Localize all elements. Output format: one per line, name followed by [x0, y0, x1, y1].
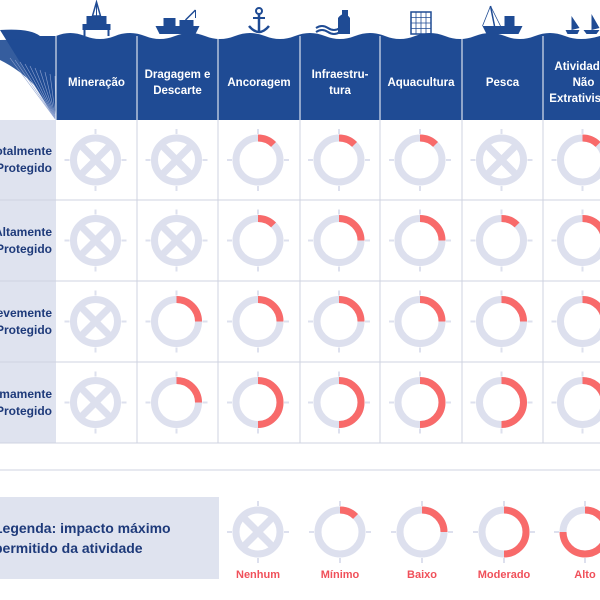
- impact-gauge: [227, 209, 289, 272]
- impact-gauge: [145, 290, 208, 353]
- row-label: Levemente Protegido: [0, 305, 52, 337]
- impact-gauge: [389, 129, 451, 191]
- column-header: Dragagem e Descarte: [144, 69, 211, 97]
- recreation-boats-icon: [565, 14, 600, 34]
- impact-gauge: [64, 371, 127, 434]
- impact-gauge: [64, 129, 127, 191]
- column-header: Pesca: [485, 77, 520, 89]
- column-header: Ancoragem: [227, 77, 291, 89]
- legend-label: Alto: [574, 569, 596, 581]
- impact-gauge: [145, 209, 208, 272]
- legend-gauge: [391, 501, 453, 563]
- impact-gauge: [227, 290, 289, 353]
- row-label: Altamente Protegido: [0, 224, 52, 256]
- impact-gauge: [64, 209, 127, 272]
- row-label: Minimamente Protegido: [0, 386, 52, 418]
- corner-stripe: [14, 59, 57, 121]
- legend-title: Legenda: impacto máximo permitido da ati…: [0, 520, 171, 556]
- impact-gauge: [389, 371, 451, 434]
- aquaculture-cage-icon: [410, 11, 432, 35]
- impact-gauge: [389, 209, 451, 272]
- legend-gauge: [309, 501, 371, 563]
- impact-gauge: [551, 371, 600, 434]
- column-header: Atividades Não Extrativistas: [549, 61, 600, 105]
- corner-stripe: [9, 57, 57, 121]
- corner-stripe: [29, 65, 57, 121]
- legend-label: Mínimo: [320, 569, 360, 581]
- impact-gauge: [470, 371, 533, 434]
- column-header: Infraestru-tura: [311, 69, 369, 97]
- impact-gauge: [551, 290, 600, 353]
- oil-rig-icon: [82, 0, 111, 36]
- corner-stripe: [44, 71, 57, 121]
- impact-gauge: [308, 209, 370, 272]
- impact-gauge: [227, 129, 289, 191]
- corner-stripe: [19, 61, 57, 121]
- impact-gauge: [308, 290, 370, 353]
- impact-gauge: [551, 129, 600, 191]
- corner-stripe: [49, 73, 57, 121]
- impact-gauge: [389, 290, 451, 353]
- corner-stripe: [34, 67, 57, 121]
- infrastructure-icon: [315, 10, 350, 35]
- corner-stripe: [39, 69, 57, 121]
- header-corner: [0, 36, 56, 120]
- impact-gauge: [551, 209, 600, 272]
- impact-gauge: [145, 371, 208, 434]
- impact-gauge: [227, 371, 289, 434]
- column-header: Mineração: [68, 77, 125, 89]
- legend-gauge: [473, 501, 535, 563]
- impact-gauge: [470, 290, 533, 353]
- legend-label: Baixo: [407, 569, 437, 581]
- impact-gauge: [145, 129, 208, 191]
- column-header: Aquacultura: [387, 77, 455, 89]
- impact-gauge: [308, 129, 370, 191]
- legend-label: Moderado: [477, 569, 531, 581]
- dredging-ship-icon: [155, 9, 200, 34]
- corner-stripe: [24, 63, 57, 121]
- legend-box: [0, 497, 219, 579]
- impact-gauge: [470, 129, 533, 191]
- legend-gauge: [227, 501, 289, 563]
- impact-gauge: [64, 290, 127, 353]
- legend-label: Nenhum: [236, 569, 280, 581]
- row-label: Totalmente Protegido: [0, 144, 52, 175]
- impact-gauge: [470, 209, 533, 272]
- legend-gauge: [554, 501, 600, 563]
- impact-gauge: [308, 371, 370, 434]
- fishing-boat-icon: [482, 5, 523, 34]
- anchor-icon: [248, 7, 270, 34]
